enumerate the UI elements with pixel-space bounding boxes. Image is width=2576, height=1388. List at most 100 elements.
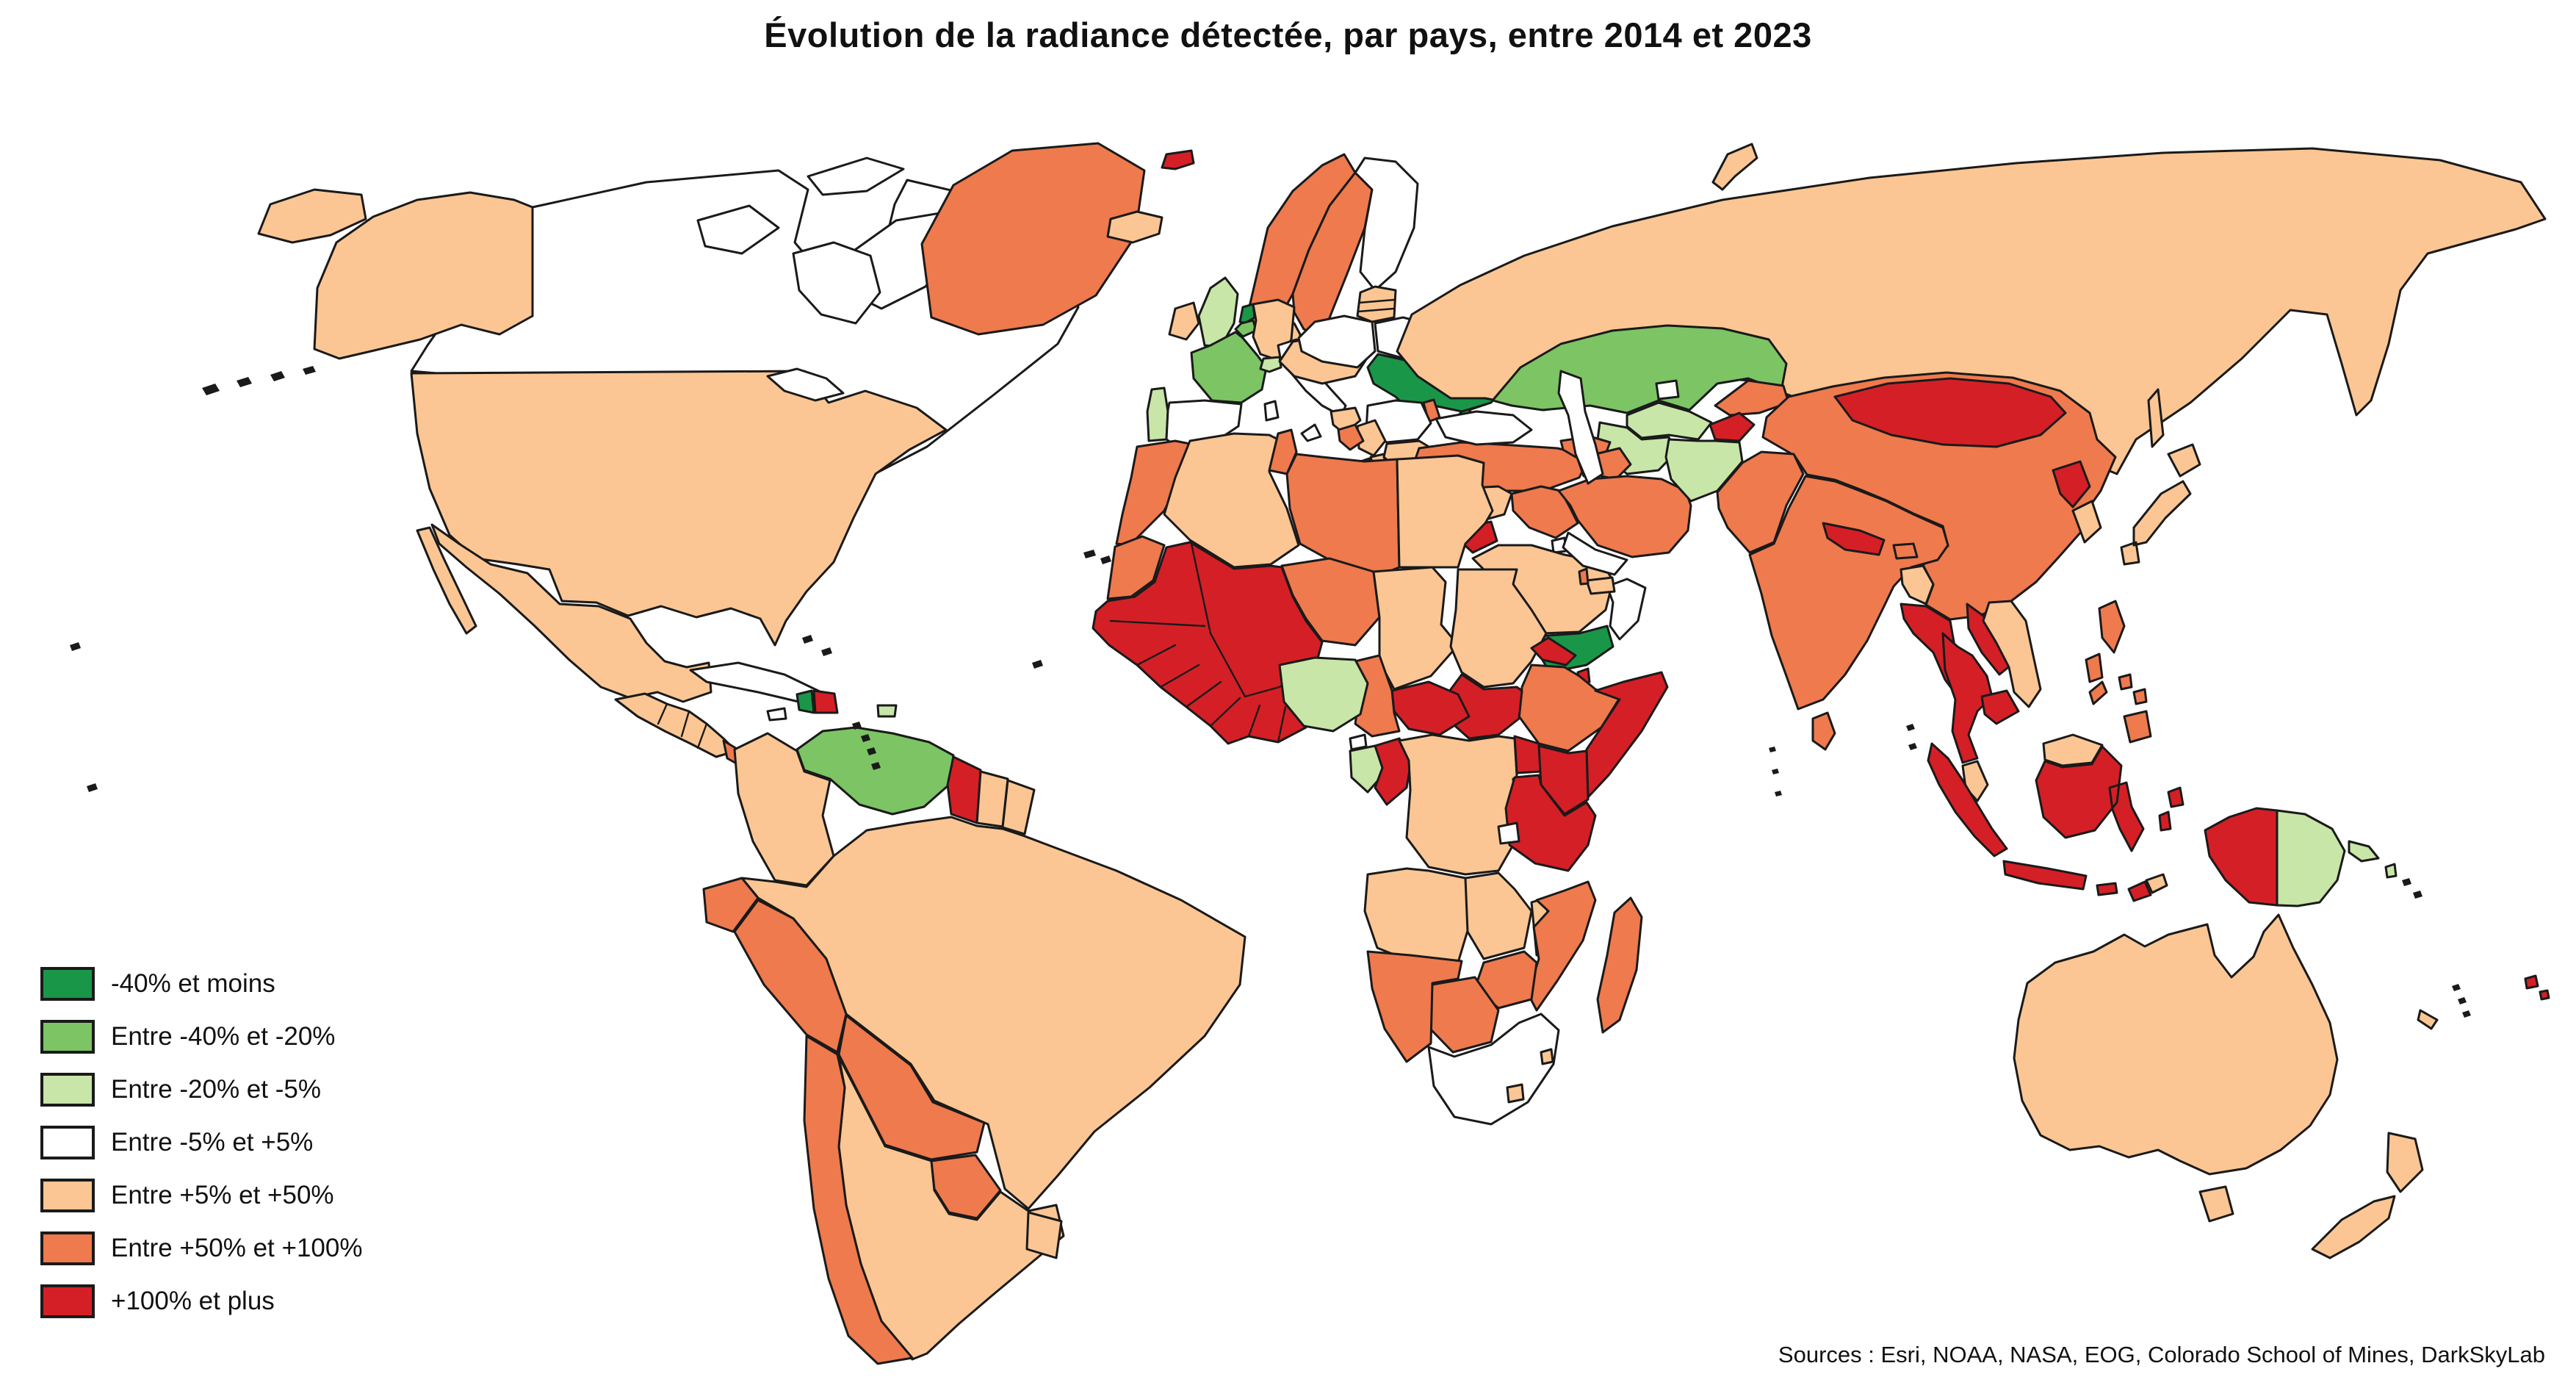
legend-label-c6: Entre +50% et +100% — [111, 1234, 363, 1262]
legend-row: Entre -5% et +5% — [40, 1126, 362, 1159]
country-nigeria — [1278, 656, 1369, 733]
baltics-internal-borders — [1357, 298, 1396, 313]
country-india — [1748, 475, 1949, 711]
country-peru — [733, 899, 848, 1054]
country-poland — [1297, 314, 1377, 369]
country-pakistan — [1716, 450, 1805, 554]
country-australia-tasmania — [2198, 1185, 2234, 1223]
page-title: Évolution de la radiance détectée, par p… — [764, 15, 1812, 54]
country-tajikistan — [1709, 411, 1756, 442]
country-south-africa — [1427, 1013, 1560, 1126]
country-bhutan — [1892, 542, 1919, 560]
country-morocco — [1115, 439, 1191, 547]
country-western-sahara — [1106, 535, 1166, 600]
country-russia-novaya-zemlya — [1711, 143, 1758, 191]
country-sri-lanka — [1811, 711, 1836, 751]
country-uzbekistan — [1626, 401, 1713, 441]
black-sea — [1435, 410, 1533, 446]
great-lakes — [766, 367, 845, 402]
persian-gulf — [1562, 531, 1628, 576]
country-south-korea — [2071, 500, 2102, 544]
country-australia — [2013, 913, 2339, 1176]
country-lesotho — [1506, 1083, 1525, 1104]
country-baltics — [1356, 285, 1397, 323]
country-mexico-baja — [416, 526, 477, 635]
country-cambodia — [1980, 689, 2020, 725]
legend-swatch-c2 — [40, 1020, 95, 1054]
country-niger — [1280, 557, 1381, 647]
country-japan — [2120, 443, 2201, 566]
country-usa-alaska — [313, 191, 534, 360]
hudson-bay — [792, 241, 881, 325]
country-timor-leste — [2145, 873, 2168, 894]
country-ireland — [1168, 301, 1200, 341]
country-eritrea — [1530, 636, 1577, 666]
country-tunisia — [1268, 428, 1298, 475]
legend-label-c3: Entre -20% et -5% — [111, 1075, 321, 1104]
country-svalbard — [1161, 149, 1195, 170]
country-russia-sakhalin — [2147, 388, 2165, 448]
country-madagascar — [1596, 896, 1643, 1034]
caspian-sea — [1557, 370, 1604, 485]
lake-victoria — [1497, 821, 1520, 845]
country-vietnam — [1982, 600, 2042, 708]
sources-credit: Sources : Esri, NOAA, NASA, EOG, Colorad… — [1778, 1342, 2545, 1367]
country-finland — [1354, 157, 1419, 292]
legend-label-c1: -40% et moins — [111, 969, 275, 998]
country-uae — [1585, 576, 1616, 595]
legend-swatch-c4 — [40, 1126, 95, 1159]
country-bangladesh — [1899, 564, 1935, 605]
legend-label-c4: Entre -5% et +5% — [111, 1128, 314, 1157]
country-somalia — [1585, 671, 1669, 799]
legend-swatch-c1 — [40, 967, 95, 1001]
aral-sea — [1655, 379, 1680, 400]
country-chad — [1372, 566, 1460, 691]
country-guyana — [946, 755, 982, 824]
legend-label-c2: Entre -40% et -20% — [111, 1022, 336, 1051]
country-taiwan — [2085, 652, 2104, 683]
country-usa — [410, 370, 948, 647]
country-paraguay — [930, 1154, 1002, 1220]
country-ecuador — [702, 877, 760, 933]
country-eswatini — [1540, 1048, 1554, 1065]
legend-row: -40% et moins — [40, 967, 362, 1001]
country-new-zealand — [2311, 1132, 2424, 1259]
country-colombia — [733, 732, 835, 887]
legend-swatch-c3 — [40, 1073, 95, 1107]
country-algeria — [1163, 432, 1300, 569]
legend-swatch-c7 — [40, 1284, 95, 1318]
country-namibia — [1366, 950, 1463, 1063]
country-french-guiana — [1001, 779, 1036, 835]
country-drc — [1398, 733, 1518, 876]
country-sweden — [1291, 171, 1374, 338]
country-portugal — [1146, 386, 1169, 442]
legend-swatch-c6 — [40, 1231, 95, 1265]
legend-row: Entre +50% et +100% — [40, 1231, 362, 1265]
country-dominican-republic — [812, 689, 839, 714]
legend-row: Entre -20% et -5% — [40, 1073, 362, 1107]
country-iceland — [1106, 210, 1163, 244]
country-iran — [1557, 475, 1692, 558]
legend-swatch-c5 — [40, 1179, 95, 1212]
country-philippines — [2088, 600, 2152, 744]
country-thailand — [1941, 632, 1994, 764]
country-north-korea — [2052, 460, 2091, 508]
country-uruguay — [1025, 1211, 1063, 1259]
country-puerto-rico — [876, 704, 898, 718]
country-mongolia — [1833, 377, 2067, 448]
country-bosnia — [1337, 423, 1365, 451]
country-iraq — [1510, 485, 1579, 539]
country-zambia — [1464, 871, 1533, 960]
central-america-internal-borders — [657, 702, 708, 749]
country-haiti — [795, 689, 815, 714]
country-car — [1390, 680, 1471, 736]
legend: -40% et moins Entre -40% et -20% Entre -… — [40, 967, 362, 1337]
country-russia-chukotka — [257, 188, 367, 244]
country-oman — [1606, 578, 1647, 641]
legend-row: Entre -40% et -20% — [40, 1020, 362, 1054]
country-greenland — [920, 142, 1146, 336]
country-new-caledonia — [2417, 1009, 2439, 1030]
country-fiji — [2524, 974, 2550, 1001]
